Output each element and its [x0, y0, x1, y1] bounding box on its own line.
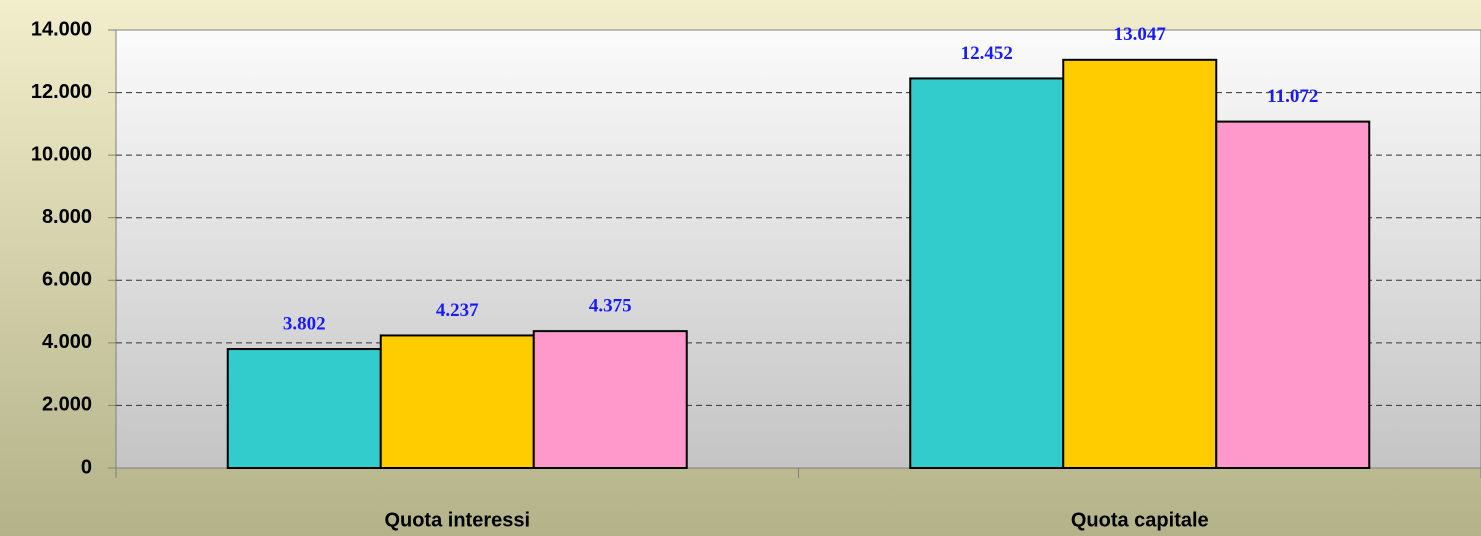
bar: [532, 330, 688, 469]
bar: [379, 334, 535, 469]
bar: [1215, 120, 1371, 469]
y-tick-label: 14.000: [31, 18, 92, 40]
y-tick-label: 8.000: [42, 206, 92, 228]
value-label: 3.802: [283, 313, 326, 334]
x-tick-label: Quota capitale: [1071, 509, 1209, 531]
bar: [226, 348, 382, 470]
value-label: 4.375: [589, 295, 632, 316]
bar: [909, 77, 1065, 469]
value-label: 13.047: [1114, 24, 1167, 45]
y-tick-label: 0: [81, 456, 92, 478]
x-tick-label: Quota interessi: [384, 509, 530, 531]
y-tick-label: 6.000: [42, 269, 92, 291]
bar: [1062, 58, 1218, 470]
y-tick-label: 12.000: [31, 81, 92, 103]
y-tick-label: 2.000: [42, 394, 92, 416]
value-label: 12.452: [961, 43, 1013, 64]
value-label: 4.237: [436, 300, 479, 321]
y-tick-label: 10.000: [31, 143, 92, 165]
y-tick-label: 4.000: [42, 331, 92, 353]
value-label: 11.072: [1267, 86, 1318, 107]
